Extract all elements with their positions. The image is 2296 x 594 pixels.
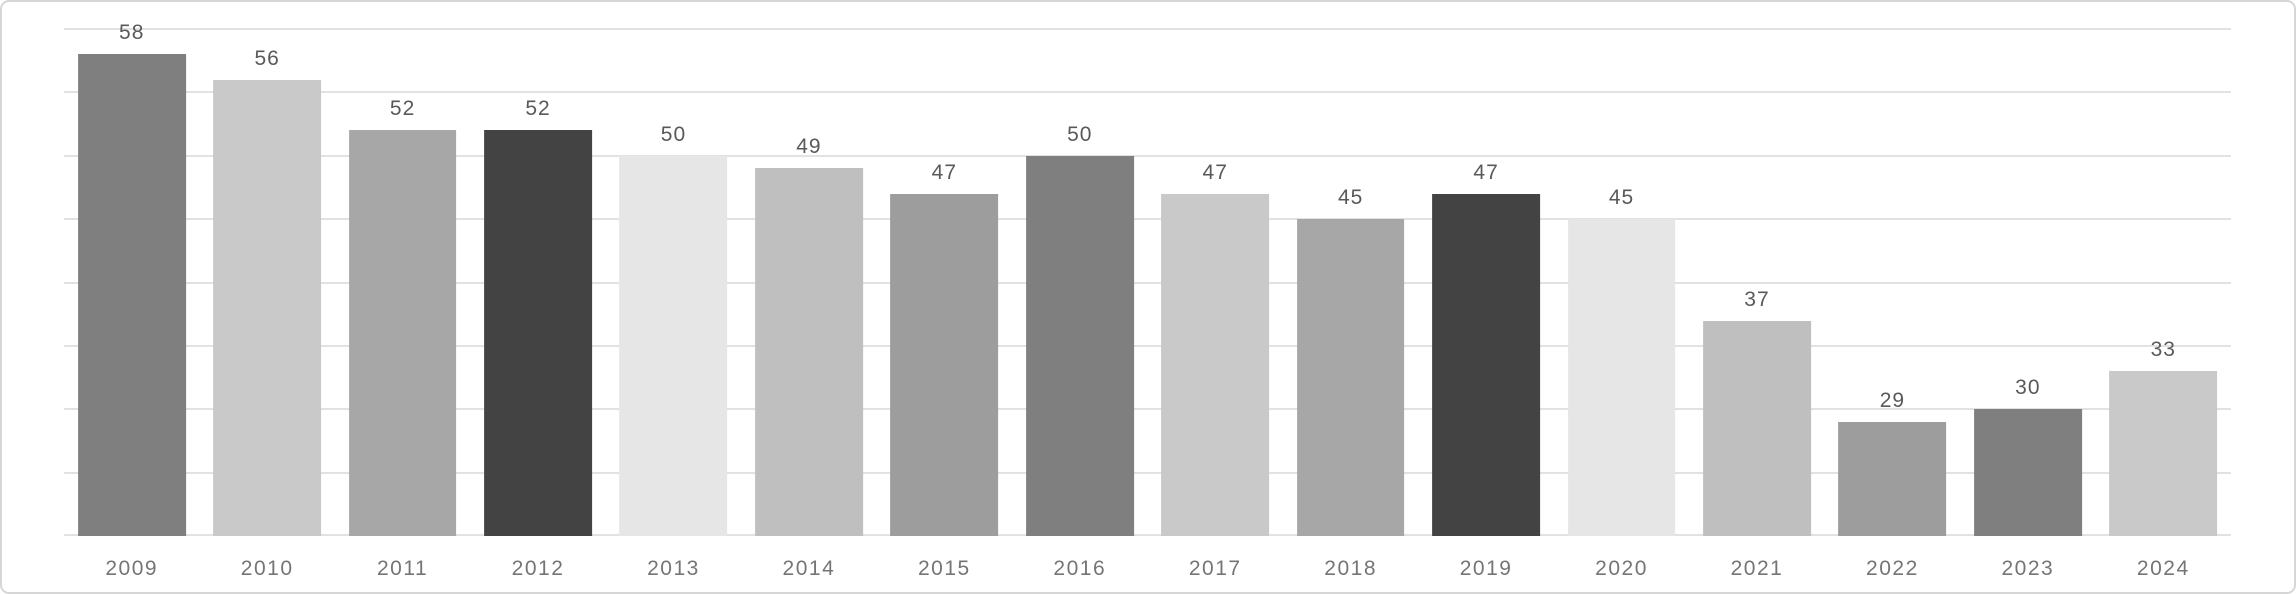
- bar-slot-2015: 47: [877, 29, 1012, 536]
- bar-2021: [1703, 320, 1811, 536]
- x-tick-label-2017: 2017: [1188, 556, 1242, 580]
- bar-value-label: 49: [796, 135, 822, 159]
- bar-2019: [1432, 193, 1540, 536]
- bar-value-label: 50: [660, 122, 687, 146]
- bar-slot-2013: 50: [606, 29, 741, 536]
- bar-2017: [1161, 193, 1270, 536]
- gridline: [64, 344, 2231, 347]
- bar-2016: [1025, 155, 1134, 536]
- bar-value-label: 30: [2015, 376, 2041, 400]
- bar-slot-2017: 47: [1148, 29, 1283, 536]
- bar-slot-2024: 33: [2096, 29, 2231, 536]
- x-tick-label-2012: 2012: [511, 556, 565, 580]
- x-tick-label-2013: 2013: [647, 556, 700, 580]
- bar-slot-2012: 52: [470, 29, 605, 536]
- x-tick-label-2009: 2009: [105, 556, 159, 580]
- bar-value-label: 33: [2150, 338, 2176, 362]
- x-tick-label-2010: 2010: [240, 556, 294, 580]
- bar-2014: [755, 168, 863, 536]
- bar-slot-2011: 52: [335, 29, 470, 536]
- bar-value-label: 47: [1202, 160, 1228, 184]
- bar-2015: [890, 193, 999, 536]
- gridline: [64, 534, 2231, 536]
- bar-2013: [619, 155, 728, 536]
- bar-2009: [77, 54, 186, 536]
- bar-2024: [2109, 371, 2218, 536]
- x-tick-label-2014: 2014: [782, 556, 836, 580]
- bar-slot-2018: 45: [1283, 29, 1418, 536]
- bar-2010: [213, 79, 322, 536]
- bar-value-label: 45: [1608, 186, 1635, 210]
- x-tick-label-2024: 2024: [2136, 556, 2190, 580]
- x-tick-label-2021: 2021: [1730, 556, 1784, 580]
- x-tick-label-2020: 2020: [1595, 556, 1648, 580]
- bar-slot-2022: 29: [1825, 29, 1960, 536]
- x-tick-label-2016: 2016: [1053, 556, 1107, 580]
- bar-slot-2016: 50: [1012, 29, 1147, 536]
- x-tick-label-2011: 2011: [377, 556, 429, 580]
- gridline: [64, 408, 2231, 411]
- bar-2018: [1296, 219, 1405, 536]
- bar-2011: [348, 130, 457, 536]
- bar-slot-2014: 49: [741, 29, 876, 536]
- bar-slot-2009: 58: [64, 22, 199, 536]
- bar-2012: [484, 130, 592, 536]
- gridline: [64, 28, 2231, 30]
- plot-area: 58 56 52 52 50 49 47 50 47 45 47 45 37 29 30 33: [64, 22, 2231, 536]
- x-axis-ticks: 2009 2010 2011 2012 2013 2014 2015 2016 2017 2018…: [64, 552, 2231, 584]
- bars-row: 58 56 52 52 50 49 47 50 47 45 47 45 37 29 30 33: [64, 22, 2231, 536]
- bar-value-label: 52: [389, 97, 416, 121]
- bar-slot-2023: 30: [1960, 29, 2095, 536]
- gridline: [64, 471, 2231, 474]
- x-tick-label-2018: 2018: [1324, 556, 1378, 580]
- bar-slot-2021: 37: [1689, 29, 1824, 536]
- gridline: [64, 218, 2231, 221]
- bar-2022: [1838, 421, 1947, 536]
- x-tick-label-2022: 2022: [1866, 556, 1919, 580]
- x-tick-label-2023: 2023: [2001, 556, 2055, 580]
- gridline: [64, 91, 2231, 94]
- bar-value-label: 58: [119, 21, 145, 45]
- x-tick-label-2019: 2019: [1459, 556, 1513, 580]
- gridline: [64, 154, 2231, 157]
- bar-value-label: 45: [1337, 186, 1364, 210]
- gridline: [64, 281, 2231, 284]
- bar-value-label: 37: [1744, 287, 1770, 311]
- bar-value-label: 52: [525, 97, 551, 121]
- x-tick-label-2015: 2015: [917, 556, 971, 580]
- bar-value-label: 56: [254, 46, 280, 70]
- bar-value-label: 47: [931, 160, 958, 184]
- bar-slot-2019: 47: [1418, 29, 1553, 536]
- bar-value-label: 50: [1067, 122, 1093, 146]
- bar-value-label: 47: [1473, 160, 1499, 184]
- bar-2020: [1567, 219, 1676, 536]
- bar-slot-2010: 56: [199, 29, 334, 536]
- bar-slot-2020: 45: [1554, 29, 1689, 536]
- bar-value-label: 29: [1879, 388, 1906, 412]
- bar-2023: [1973, 409, 2082, 536]
